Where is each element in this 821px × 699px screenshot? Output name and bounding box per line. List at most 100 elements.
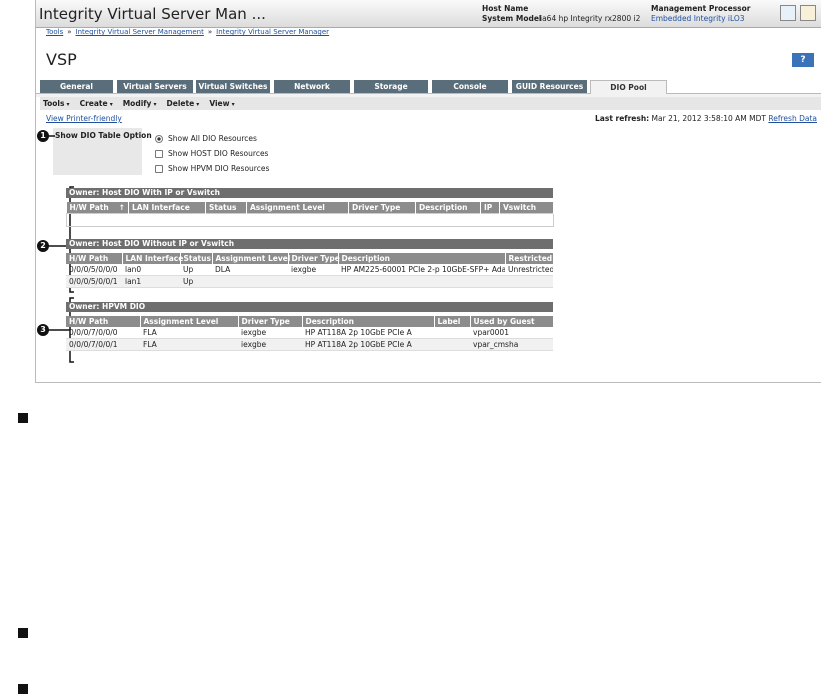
- header-row: H/W Path ↑ LAN Interface Status Assignment L…: [66, 202, 554, 214]
- column-header[interactable]: LAN Interface: [122, 253, 183, 264]
- table: H/W Path Assignment Level Driver Type Descr…: [66, 316, 554, 351]
- column-header[interactable]: Description: [415, 202, 481, 214]
- header-bar: [36, 0, 821, 28]
- screenshot-frame: [35, 0, 821, 383]
- column-header[interactable]: Restricted: [505, 253, 554, 264]
- tab[interactable]: DIO Pool: [590, 80, 667, 94]
- table-cell: FLA: [140, 327, 238, 339]
- menu[interactable]: View: [209, 99, 234, 108]
- icon-button[interactable]: [800, 5, 816, 21]
- tab[interactable]: Virtual Servers: [117, 80, 193, 93]
- menu[interactable]: Create: [80, 99, 113, 108]
- table-cell: HP AT118A 2p 10GbE PCIe A: [302, 338, 434, 351]
- table-cell: [288, 275, 338, 288]
- column-header[interactable]: H/W Path: [66, 316, 141, 327]
- help-button[interactable]: ?: [792, 53, 814, 67]
- tab[interactable]: GUID Resources: [512, 80, 587, 93]
- table-cell: [338, 275, 505, 288]
- option-box: Show DIO Table Option: [53, 128, 152, 175]
- radio-label: Show All DIO Resources: [168, 134, 257, 143]
- sort-arrow[interactable]: ↑: [118, 203, 125, 212]
- table-cell: lan1: [122, 275, 180, 288]
- column-header[interactable]: Description: [302, 316, 435, 327]
- column-header[interactable]: Assignment Level: [212, 253, 290, 264]
- tab[interactable]: Virtual Switches: [196, 80, 270, 93]
- last-refresh-label: Last refresh:: [595, 114, 650, 123]
- breadcrumb-link[interactable]: Integrity Virtual Server Management: [75, 28, 204, 36]
- radio-label: Show HOST DIO Resources: [168, 149, 269, 158]
- column-header[interactable]: Vswitch: [499, 202, 554, 214]
- radio[interactable]: [155, 165, 163, 173]
- column-header[interactable]: Status: [205, 202, 247, 214]
- icon-button[interactable]: [780, 5, 796, 21]
- column-header[interactable]: H/W Path ↑: [66, 202, 129, 214]
- tab[interactable]: Network: [274, 80, 350, 93]
- header-row: H/W Path Assignment Level Driver Type Descr…: [66, 316, 554, 327]
- empty-row: [66, 213, 554, 227]
- menu[interactable]: Tools: [43, 99, 70, 108]
- table-cell: [434, 338, 470, 351]
- tab[interactable]: General: [40, 80, 113, 93]
- tab[interactable]: Console: [432, 80, 508, 93]
- refresh-link[interactable]: Refresh Data: [768, 114, 817, 123]
- table-cell: [212, 275, 288, 288]
- callout: 1: [37, 130, 49, 142]
- column-header[interactable]: Used by Guest: [470, 316, 554, 327]
- callout: 3: [37, 324, 49, 336]
- radio-option[interactable]: Show HPVM DIO Resources: [155, 164, 269, 173]
- column-header[interactable]: Status: [180, 253, 213, 264]
- table: H/W Path ↑ LAN Interface Status Assignment L…: [66, 202, 554, 227]
- header-row: H/W Path LAN Interface Status Assignment Le…: [66, 253, 554, 264]
- breadcrumb-link[interactable]: Tools: [46, 28, 64, 36]
- column-header[interactable]: Driver Type: [348, 202, 416, 214]
- table-cell: HP AM225-60001 PCIe 2-p 10GbE-SFP+ Adapt…: [338, 264, 505, 276]
- radio-option[interactable]: Show HOST DIO Resources: [155, 149, 268, 158]
- table-cell: [434, 327, 470, 339]
- column-header[interactable]: LAN Interface: [128, 202, 206, 214]
- radio[interactable]: [155, 135, 163, 143]
- table-row: 0/0/0/5/0/0/1 lan1 Up: [66, 275, 553, 288]
- table-row: 0/0/0/7/0/0/1 FLA iexgbe HP AT118A 2p 10GbE…: [66, 338, 553, 351]
- dio-table: Owner: Host DIO Without IP or Vswitch H/W…: [66, 239, 554, 288]
- breadcrumb-separator: »: [67, 28, 72, 36]
- option-label: Show DIO Table Option: [55, 131, 152, 140]
- table-cell: HP AT118A 2p 10GbE PCIe A: [302, 327, 434, 339]
- marker: [18, 684, 28, 694]
- app-title: Integrity Virtual Server Man ...: [39, 5, 266, 23]
- host-name-label: Host Name: [482, 4, 529, 13]
- radio-option[interactable]: Show All DIO Resources: [155, 134, 257, 143]
- column-header[interactable]: Label: [434, 316, 471, 327]
- table-row: 0/0/0/5/0/0/0 lan0 Up DLA iexgbe HP AM225-600…: [66, 264, 553, 276]
- marker: [18, 628, 28, 638]
- refresh-area: Last refresh: Mar 21, 2012 3:58:10 AM MD…: [595, 114, 817, 123]
- table-cell: DLA: [212, 264, 288, 276]
- table-cell: Up: [180, 264, 212, 276]
- marker: [18, 413, 28, 423]
- menu[interactable]: Delete: [167, 99, 200, 108]
- column-header[interactable]: Assignment Level: [246, 202, 349, 214]
- column-header[interactable]: H/W Path: [66, 253, 123, 264]
- table-cell: 0/0/0/5/0/0/0: [66, 264, 122, 276]
- menu[interactable]: Modify: [123, 99, 157, 108]
- tab[interactable]: Storage: [354, 80, 428, 93]
- table-cell: vpar0001: [470, 327, 553, 339]
- radio[interactable]: [155, 150, 163, 158]
- breadcrumb-separator: »: [207, 28, 213, 36]
- column-header[interactable]: IP: [480, 202, 500, 214]
- table-title: Owner: Host DIO With IP or Vswitch: [66, 188, 553, 198]
- mp-link[interactable]: Embedded Integrity iLO3: [651, 14, 745, 23]
- breadcrumb-link[interactable]: Integrity Virtual Server Manager: [216, 28, 330, 36]
- column-header[interactable]: Driver Type: [238, 316, 303, 327]
- table-cell: iexgbe: [288, 264, 338, 276]
- column-header[interactable]: Description: [338, 253, 506, 264]
- table-cell: Up: [180, 275, 212, 288]
- empty-cell: [66, 213, 554, 227]
- printer-link[interactable]: View Printer-friendly: [46, 114, 122, 123]
- column-header[interactable]: Assignment Level: [140, 316, 239, 327]
- menu-bar: Tools Create Modify Delete View: [40, 97, 821, 110]
- mp-label: Management Processor: [651, 4, 751, 13]
- dio-table: Owner: HPVM DIO H/W Path Assignment Level D…: [66, 302, 554, 351]
- table-cell: Unrestricted: [505, 264, 553, 276]
- column-header[interactable]: Driver Type: [288, 253, 340, 264]
